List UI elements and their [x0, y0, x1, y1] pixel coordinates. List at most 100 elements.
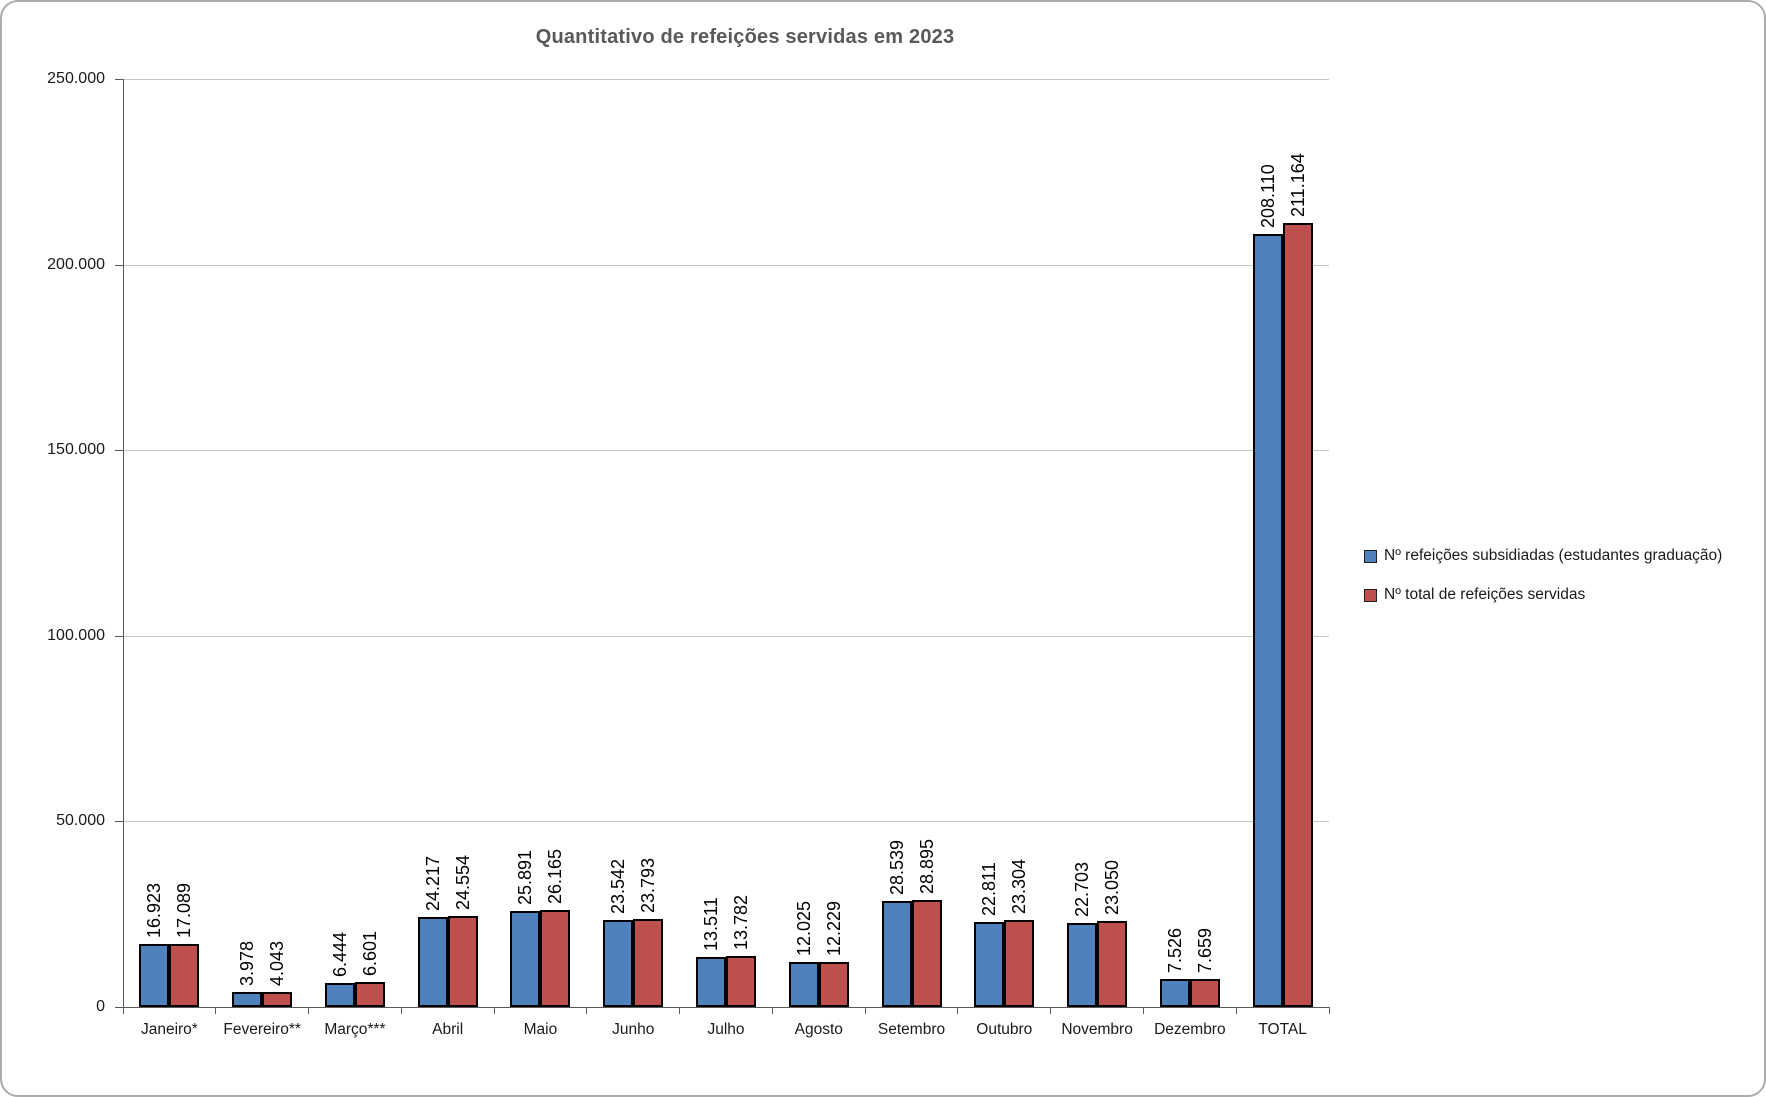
x-category-label: Dezembro [1154, 1021, 1226, 1038]
bar-value-label: 23.050 [1102, 860, 1123, 916]
x-axis-tick [400, 1007, 402, 1014]
x-category-label: Setembro [877, 1021, 946, 1038]
gridline [123, 635, 1329, 637]
legend-item: Nº total de refeições servidas [1364, 586, 1722, 604]
bar [1189, 978, 1220, 1007]
gridline [123, 79, 1329, 80]
bar-value-label: 23.793 [638, 857, 659, 913]
bar [1067, 922, 1098, 1007]
bar-value-label: 16.923 [144, 883, 165, 939]
bar [726, 955, 756, 1007]
bar [1159, 979, 1190, 1007]
bar-value-label: 6.601 [359, 931, 380, 977]
bar-value-label: 4.043 [267, 940, 288, 986]
bar-value-label: 211.164 [1287, 153, 1308, 218]
x-axis-tick [679, 1007, 681, 1014]
bar [510, 910, 541, 1007]
bar-value-label: 24.217 [422, 856, 443, 912]
bar-value-label: 6.444 [329, 932, 350, 978]
x-category-label: Março*** [324, 1021, 386, 1038]
bar [696, 956, 726, 1007]
y-tick-label: 250.000 [47, 70, 105, 87]
bar [1097, 921, 1128, 1007]
legend-item: Nº refeições subsidiadas (estudantes gra… [1364, 547, 1722, 565]
x-category-label: Janeiro* [140, 1021, 198, 1038]
x-category-label: Julho [707, 1021, 745, 1038]
bar [633, 918, 664, 1007]
bar [1004, 920, 1035, 1007]
bar-value-label: 22.703 [1072, 861, 1093, 917]
y-tick-label: 200.000 [47, 255, 105, 273]
x-axis-tick [1235, 1007, 1237, 1014]
bar [262, 991, 293, 1007]
bar-value-label: 23.542 [608, 858, 629, 914]
y-tick-label: 150.000 [47, 441, 105, 459]
x-category-label: Abril [432, 1021, 464, 1038]
bar-value-label: 12.229 [823, 900, 844, 956]
x-category-label: Fevereiro** [223, 1021, 301, 1038]
chart-title: Quantitativo de refeições servidas em 20… [535, 26, 955, 48]
bar-value-label: 22.811 [979, 862, 1000, 917]
bar [232, 992, 263, 1007]
bar [881, 901, 912, 1007]
bar [911, 899, 942, 1007]
x-axis-tick [493, 1007, 495, 1014]
bar-value-label: 23.304 [1009, 859, 1030, 915]
x-category-label: Junho [612, 1021, 655, 1038]
y-axis-tick [115, 1007, 123, 1008]
bar-value-label: 208.110 [1257, 164, 1278, 229]
bar-value-label: 12.025 [793, 901, 814, 957]
bar [417, 917, 448, 1007]
x-axis-line [123, 1007, 1329, 1008]
bar-value-label: 25.891 [515, 849, 536, 905]
x-axis-tick [957, 1007, 959, 1014]
bar [1282, 223, 1313, 1007]
gridline [123, 450, 1329, 452]
bar [1252, 234, 1283, 1007]
bar-value-label: 28.895 [916, 838, 937, 894]
plot-area: 0 50.000 100.000 150.000 200.000 250.000 Janei… [47, 70, 1330, 1038]
x-axis-tick [586, 1007, 588, 1014]
legend-swatch-icon [1364, 549, 1377, 563]
bar [354, 982, 385, 1007]
bar-value-label: 13.782 [731, 894, 751, 950]
bar [603, 919, 634, 1007]
y-axis-line [123, 79, 124, 1007]
x-axis-tick [864, 1007, 866, 1014]
y-axis-tick [115, 79, 123, 80]
bar [169, 943, 200, 1007]
x-category-label: Novembro [1061, 1021, 1133, 1038]
bar-value-label: 13.511 [701, 897, 721, 951]
x-axis-tick [1142, 1007, 1144, 1014]
x-axis-tick [1328, 1007, 1330, 1014]
bar-value-label: 7.526 [1164, 928, 1185, 974]
x-axis-tick [308, 1007, 310, 1014]
bar-value-label: 26.165 [545, 848, 566, 904]
gridline [123, 264, 1329, 266]
bar [447, 915, 478, 1007]
legend-label: Nº total de refeições servidas [1384, 586, 1586, 603]
legend-label: Nº refeições subsidiadas (estudantes gra… [1384, 547, 1723, 564]
y-tick-label: 0 [96, 998, 105, 1015]
bar-value-label: 28.539 [886, 840, 907, 896]
y-axis-tick [115, 264, 123, 266]
y-axis-tick [115, 450, 123, 452]
x-category-label: Maio [523, 1021, 558, 1038]
y-axis-tick [115, 821, 123, 823]
x-axis-tick [771, 1007, 773, 1014]
bar-value-label: 3.978 [237, 941, 258, 987]
y-tick-label: 100.000 [47, 626, 105, 644]
bar-value-label: 17.089 [174, 882, 195, 938]
x-category-label: TOTAL [1258, 1021, 1307, 1038]
bar-value-label: 24.554 [452, 854, 473, 910]
x-axis-tick [1050, 1007, 1052, 1014]
x-axis-tick [215, 1007, 217, 1014]
bar [974, 922, 1005, 1007]
x-category-label: Outubro [976, 1021, 1033, 1038]
bar [788, 962, 819, 1007]
legend: Nº refeições subsidiadas (estudantes gra… [1364, 547, 1722, 625]
legend-swatch-icon [1364, 588, 1377, 602]
bar [139, 944, 170, 1007]
bar-value-label: 7.659 [1194, 927, 1215, 973]
